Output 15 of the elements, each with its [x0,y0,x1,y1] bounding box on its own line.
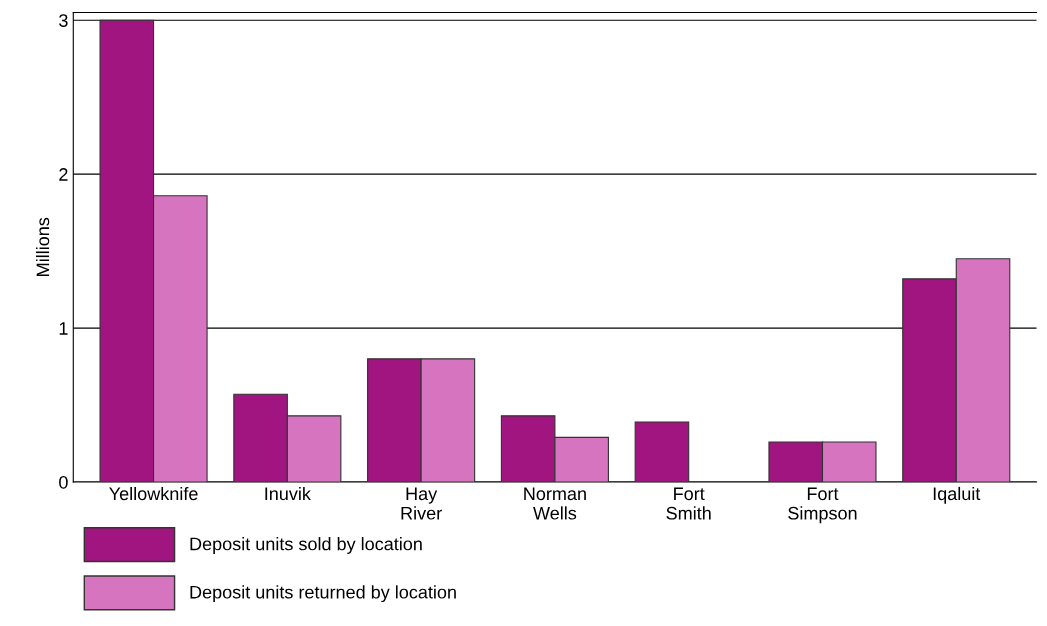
x-tick-label: Inuvik [265,486,311,501]
x-tick-label: Hay River [401,487,442,520]
bar [634,421,690,483]
x-tick-label: Fort Simpson [788,487,857,524]
x-tick-label: Norman Wells [524,487,586,520]
y-tick-label: 1 [59,322,68,335]
x-tick-label: Fort Smith [666,487,711,520]
legend-label: Deposit units sold by location [190,537,422,554]
y-tick-label: 3 [59,14,68,27]
y-tick-label: 2 [59,168,68,181]
y-tick-label: 0 [59,475,68,489]
x-tick-label: Yellowknife [109,486,198,501]
legend-label: Deposit units returned by location [190,585,456,603]
y-axis-title: Millions [36,217,50,276]
x-tick-label: Iqaluit [933,486,981,504]
